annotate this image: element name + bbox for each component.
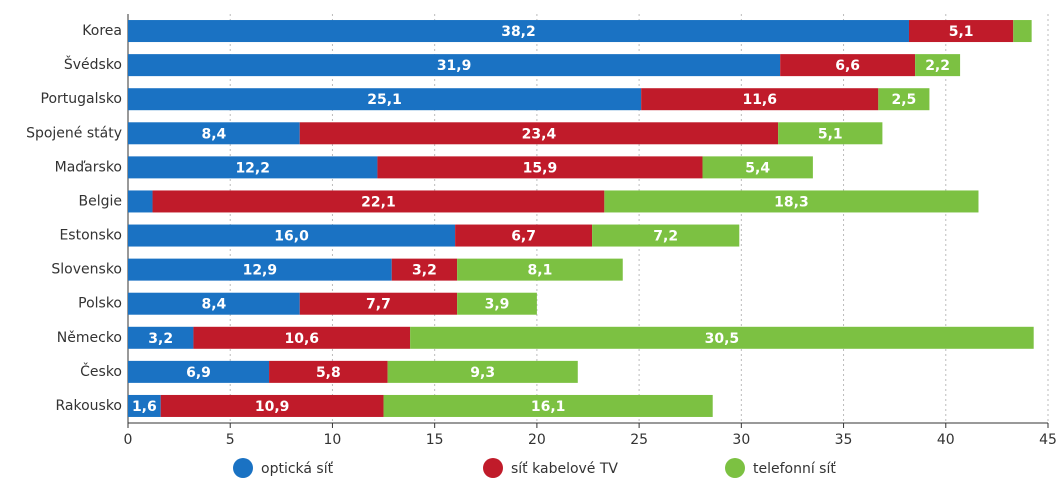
bar-segment [1013,20,1032,43]
bar-segment [128,360,270,383]
bar-segment [641,88,879,111]
bar-segment [193,326,411,349]
value-label: 5,1 [818,126,843,142]
x-tick-label: 5 [226,432,235,448]
bar-segment [128,122,300,145]
value-label: 16,0 [274,229,309,245]
value-label: 22,1 [361,194,396,210]
value-label: 3,2 [148,331,173,347]
value-label: 3,2 [412,263,437,279]
value-label: 5,8 [316,365,341,381]
x-tick-label: 40 [937,432,955,448]
bar-segment [299,292,458,315]
y-tick-label: Česko [80,362,122,380]
bar-segment [391,258,458,281]
bar-segment [780,54,916,77]
legend-marker [233,458,253,478]
legend-label: optická síť [261,461,334,477]
bar-segment [128,54,781,77]
y-tick-label: Spojené státy [26,125,122,141]
bar-segment [128,88,642,111]
value-label: 7,2 [653,229,678,245]
value-label: 1,6 [132,399,157,415]
bar-segment [128,326,194,349]
bar-segment [128,190,153,213]
bar-segment [152,190,605,213]
y-tick-label: Korea [82,23,122,39]
x-tick-label: 25 [630,432,648,448]
bar-segment [878,88,930,111]
bar-segment [128,292,300,315]
x-tick-label: 0 [124,432,133,448]
value-label: 8,4 [201,297,226,313]
bar-segment [128,156,378,179]
value-label: 10,9 [255,399,290,415]
value-label: 11,6 [742,92,777,108]
value-label: 12,2 [235,160,270,176]
value-label: 16,1 [531,399,566,415]
bar-segment [455,224,593,247]
legend-marker [483,458,503,478]
legend-label: telefonní síť [753,461,836,477]
value-label: 38,2 [501,24,536,40]
legend-marker [725,458,745,478]
bar-segment [128,394,161,417]
bar-segment [457,258,623,281]
x-tick-label: 20 [528,432,546,448]
bar-segment [778,122,883,145]
value-label: 2,5 [891,92,916,108]
bar-segment [128,224,456,247]
x-tick-label: 15 [426,432,444,448]
value-label: 5,4 [745,160,770,176]
y-tick-label: Portugalsko [41,91,122,107]
value-label: 6,9 [186,365,211,381]
x-tick-label: 45 [1039,432,1057,448]
value-label: 23,4 [522,126,557,142]
value-label: 8,1 [528,263,553,279]
value-label: 5,1 [949,24,974,40]
bar-segment [604,190,979,213]
value-label: 9,3 [470,365,495,381]
bar-segment [299,122,779,145]
value-label: 8,4 [201,126,226,142]
legend-label: síť kabelové TV [511,461,618,477]
value-label: 12,9 [243,263,278,279]
bar-segment [128,258,392,281]
bar-segment [592,224,740,247]
value-label: 30,5 [705,331,740,347]
bar-segment [160,394,384,417]
bar-segment [377,156,703,179]
y-tick-label: Švédsko [64,55,122,73]
bar-segment [908,20,1014,43]
y-tick-label: Estonsko [59,228,122,244]
bar-segment [383,394,713,417]
value-label: 6,6 [835,58,860,74]
value-label: 3,9 [485,297,510,313]
bar-segment [702,156,813,179]
bar-segment [915,54,961,77]
x-tick-label: 30 [732,432,750,448]
bar-segment [128,20,909,43]
value-label: 10,6 [285,331,320,347]
y-tick-label: Polsko [78,296,122,312]
value-label: 25,1 [367,92,402,108]
bar-segment [410,326,1034,349]
bar-segment [387,360,578,383]
bar-segment [269,360,388,383]
x-tick-label: 10 [324,432,342,448]
y-tick-label: Belgie [79,193,123,209]
value-label: 15,9 [523,160,558,176]
y-tick-label: Maďarsko [55,159,122,175]
value-label: 6,7 [511,229,536,245]
bar-segment [457,292,537,315]
value-label: 2,2 [925,58,950,74]
y-tick-label: Německo [57,330,122,346]
x-tick-label: 35 [835,432,853,448]
value-label: 7,7 [366,297,391,313]
y-tick-label: Rakousko [55,398,122,414]
y-tick-label: Slovensko [51,262,122,278]
value-label: 31,9 [437,58,472,74]
value-label: 18,3 [774,194,809,210]
